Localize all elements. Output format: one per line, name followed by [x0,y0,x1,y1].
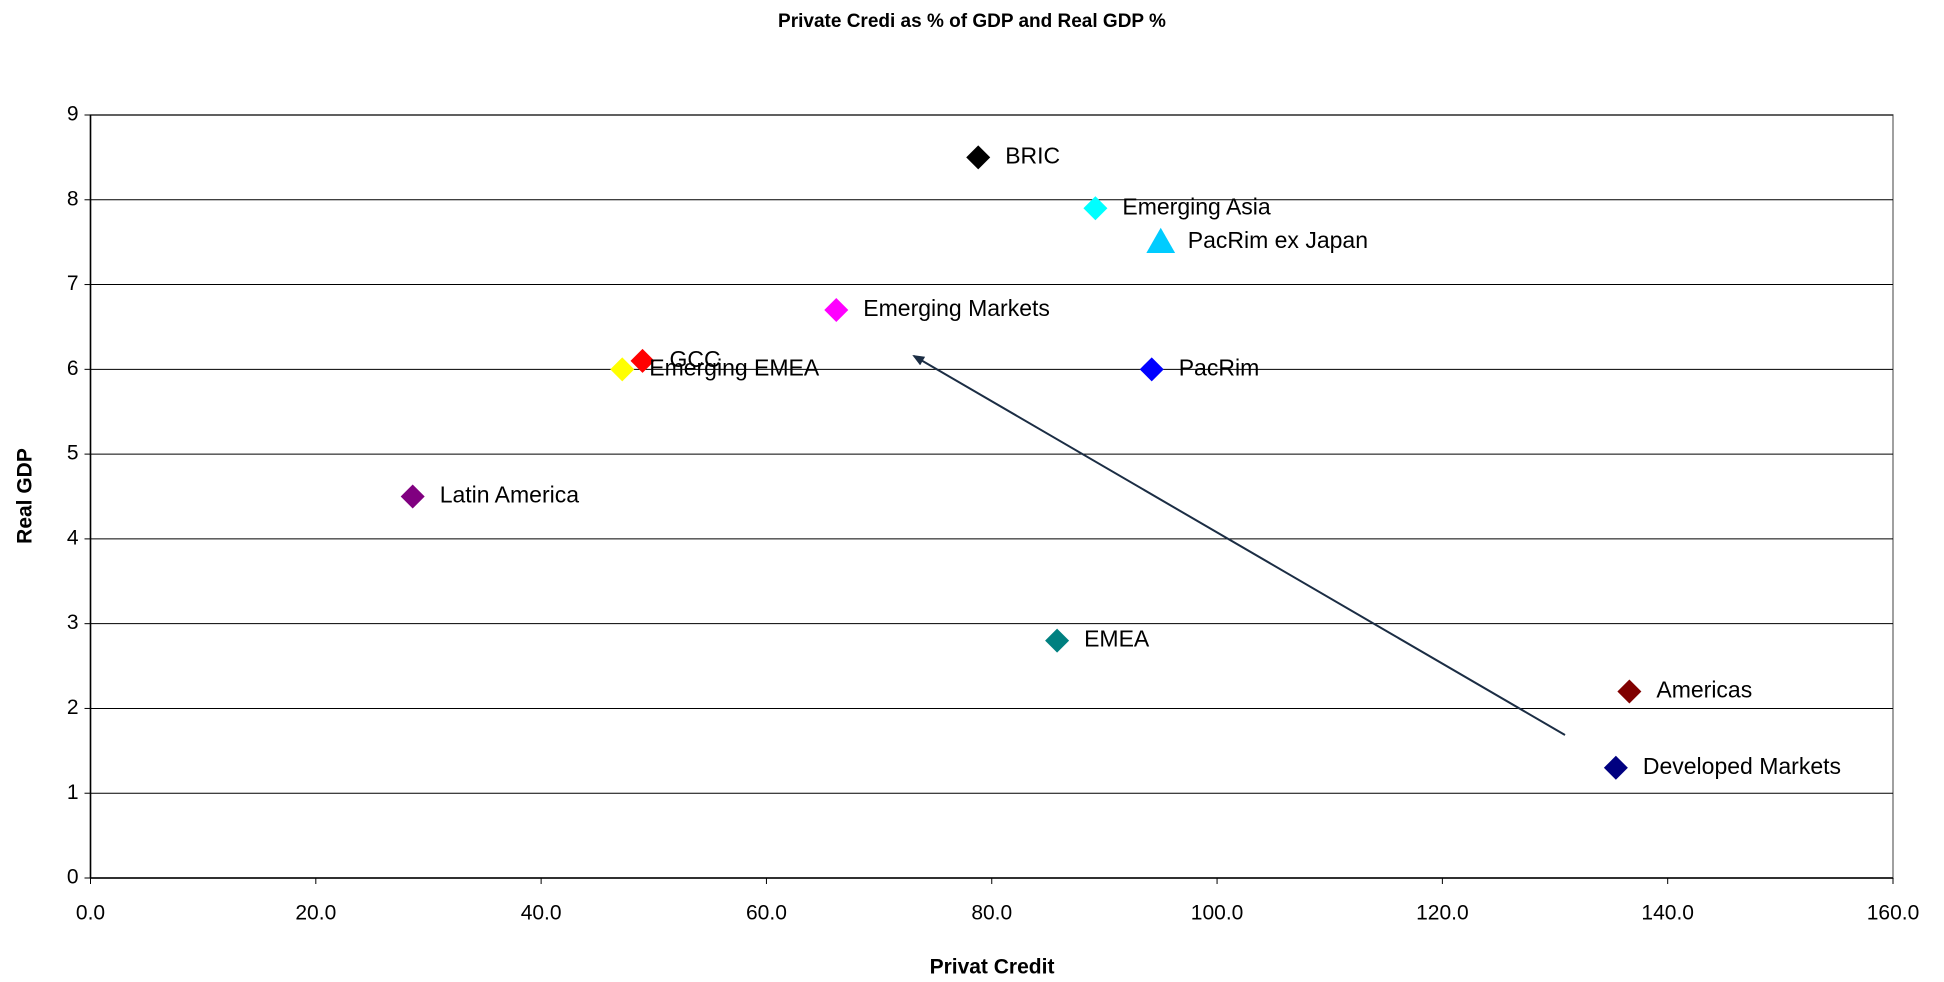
y-tick-label: 1 [67,781,79,804]
point-label: BRIC [1005,142,1060,168]
y-tick-label: 7 [67,272,79,295]
point [1146,227,1176,253]
point-label: GCC [670,346,721,372]
point-label: EMEA [1084,626,1150,652]
point [1045,628,1070,653]
point [1083,196,1108,221]
point-label: Emerging Markets [863,295,1050,321]
y-tick-label: 2 [67,696,79,719]
point [630,348,655,373]
point-label: PacRim ex Japan [1188,227,1368,253]
trend-arrow [912,354,1566,736]
point [400,484,425,509]
point [1139,357,1164,382]
x-tick-label: 120.0 [1416,902,1469,925]
point-label: Latin America [440,482,580,508]
plot-area: 0 1 2 3 4 5 6 7 8 9 0.0 20.0 40.0 60.0 80.0 100.0 120.0 1… [67,103,1919,925]
x-tick-label: 60.0 [746,902,787,925]
y-axis-title: Real GDP [14,448,37,544]
point-label: Americas [1656,677,1752,703]
x-axis-title: Privat Credit [930,956,1055,979]
y-tick-label: 0 [67,866,79,889]
point [1617,679,1642,704]
point-label: Emerging Asia [1122,193,1271,219]
y-tick-label: 6 [67,357,79,380]
y-tick-label: 5 [67,442,79,465]
y-tick-label: 4 [67,526,79,549]
point [824,297,849,322]
point-label: Emerging EMEA [649,354,820,380]
y-tick-label: 3 [67,611,79,634]
x-tick-label: 20.0 [295,902,336,925]
point-label: PacRim [1179,354,1260,380]
y-tick-label: 9 [67,103,79,126]
x-tick-label: 160.0 [1867,902,1920,925]
x-tick-label: 40.0 [521,902,562,925]
point [1603,755,1628,780]
x-tick-label: 0.0 [76,902,105,925]
x-tick-label: 100.0 [1191,902,1244,925]
x-tick-label: 80.0 [971,902,1012,925]
chart-title: Private Credi as % of GDP and Real GDP % [778,11,1166,32]
point-label: Developed Markets [1643,753,1841,779]
point [966,145,991,170]
x-tick-label: 140.0 [1641,902,1694,925]
y-tick-label: 8 [67,187,79,210]
point [610,357,635,382]
